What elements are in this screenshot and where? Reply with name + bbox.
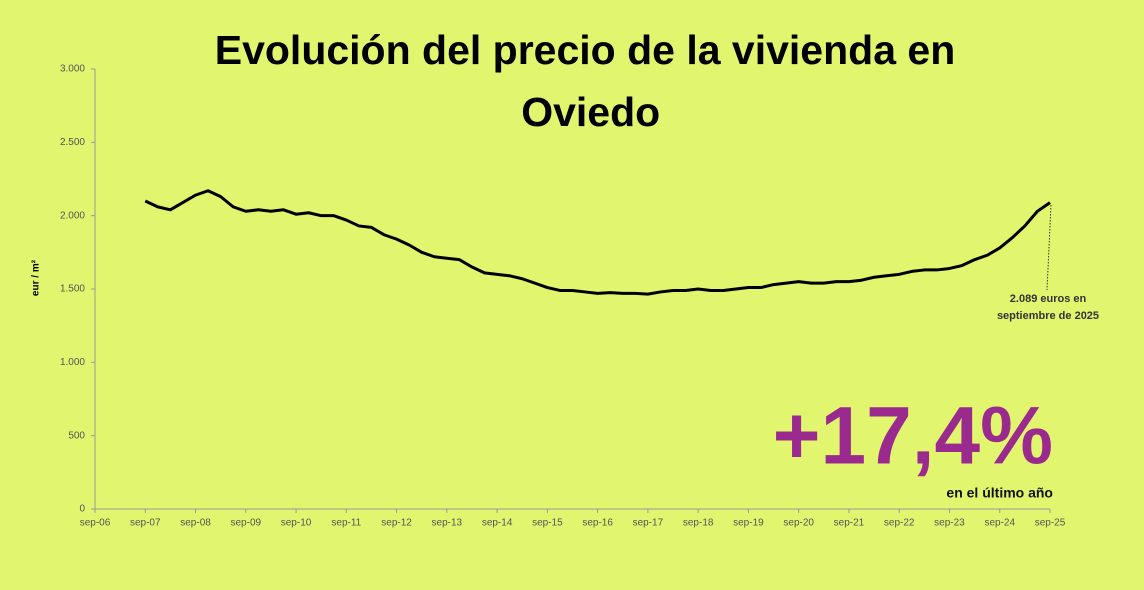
y-tick-label: 2.500 [60, 137, 85, 148]
x-tick-label: sep-24 [984, 518, 1015, 529]
y-axis-label: eur / m² [31, 259, 42, 296]
line [144, 189, 1051, 296]
x-tick-label: sep-07 [130, 518, 161, 529]
x-tick-label: sep-14 [482, 518, 513, 529]
x-tick-label: sep-17 [633, 518, 664, 529]
annotation-leader [1046, 204, 1052, 291]
x-tick-label: sep-16 [582, 518, 613, 529]
y-tick-label: 3.000 [60, 64, 85, 75]
y-tick-label: 500 [68, 430, 85, 441]
x-tick-label: sep-23 [934, 518, 965, 529]
highlight-caption: en el último año [946, 485, 1053, 501]
y-tick-label: 2.000 [60, 210, 85, 221]
x-tick-label: sep-11 [331, 518, 361, 529]
x-tick-label: sep-19 [733, 518, 764, 529]
x-tick-label: sep-08 [180, 518, 211, 529]
x-tick-label: sep-22 [884, 518, 915, 529]
annotation: septiembre de 2025 [997, 310, 1099, 322]
x-tick-label: sep-21 [834, 518, 865, 529]
x-tick-label: sep-13 [432, 518, 463, 529]
x-tick-label: sep-09 [231, 518, 262, 529]
y-tick-label: 0 [79, 504, 85, 515]
x-tick-label: sep-20 [783, 518, 814, 529]
y-tick-label: 1.500 [60, 284, 85, 295]
annotation: 2.089 euros en [1010, 293, 1087, 305]
y-tick-label: 1.000 [60, 357, 85, 368]
chart-title: Evolución del precio de la vivienda en O… [215, 27, 956, 135]
x-tick-label: sep-18 [683, 518, 714, 529]
x-tick-label: sep-06 [80, 518, 111, 529]
x-tick-label: sep-25 [1035, 518, 1066, 529]
x-tick-label: sep-10 [281, 518, 312, 529]
x-tick-label: sep-12 [381, 518, 412, 529]
x-tick-label: sep-15 [532, 518, 563, 529]
highlight: +17,4% [773, 391, 1053, 482]
